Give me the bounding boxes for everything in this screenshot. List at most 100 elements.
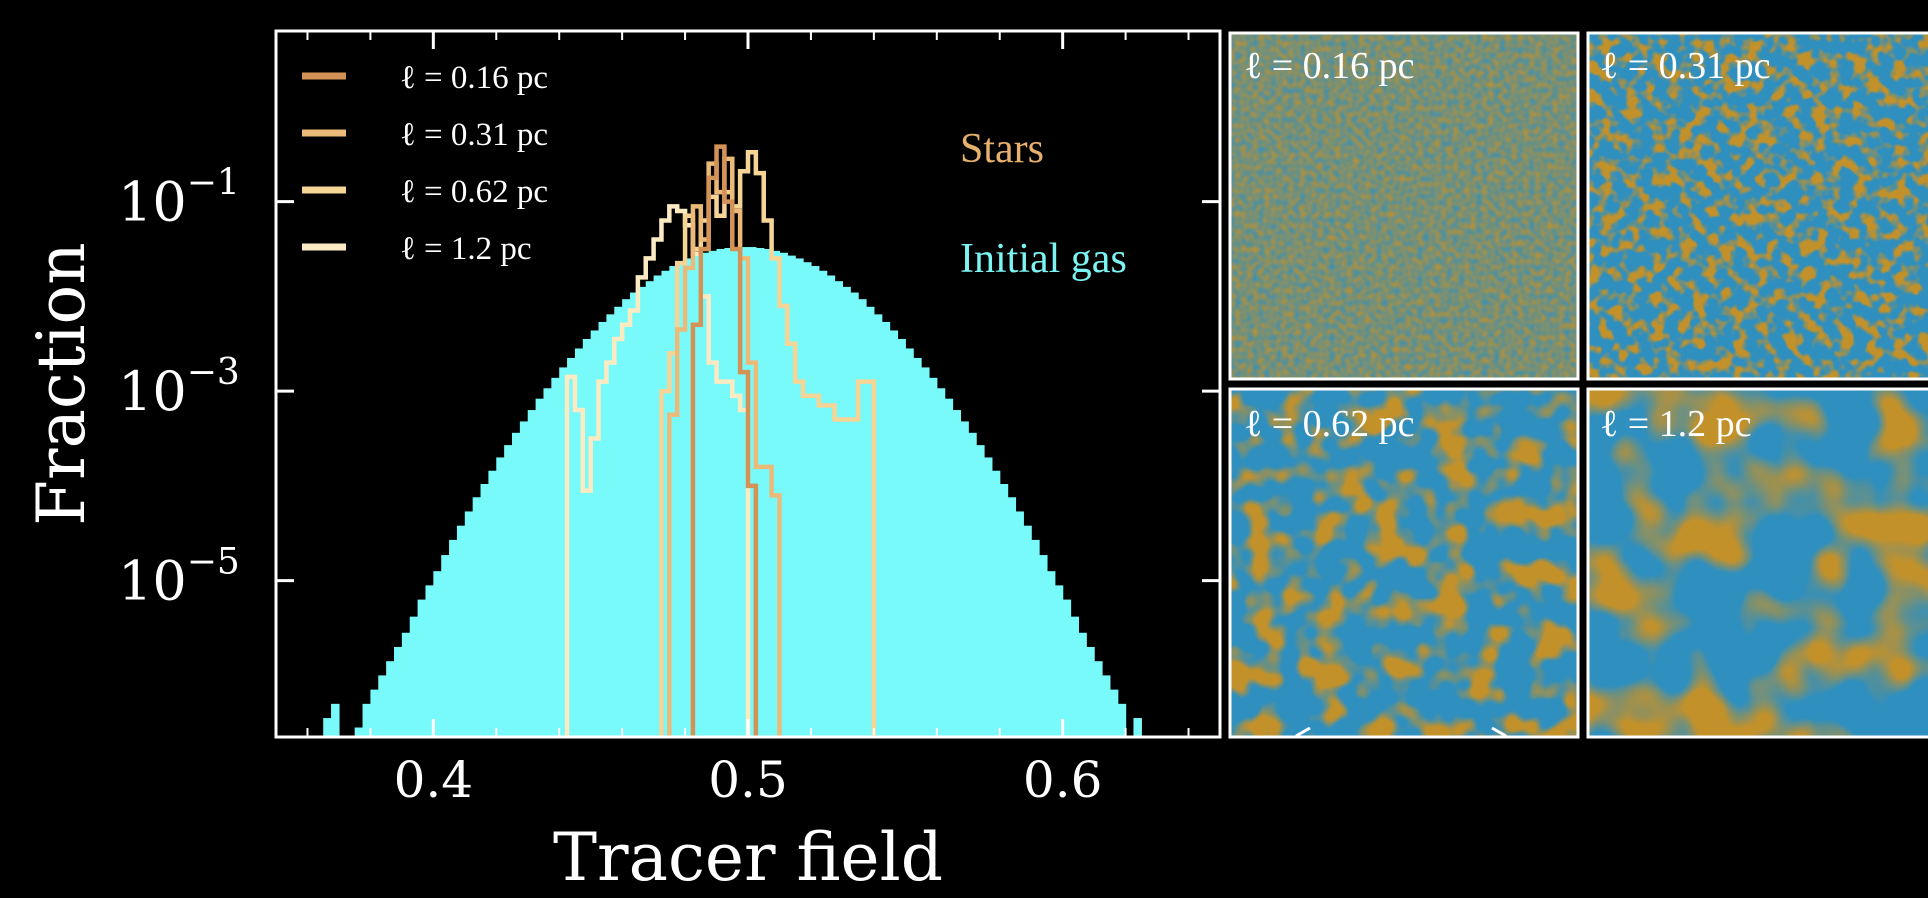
image-grid: ℓ = 0.16 pc ℓ = 0.31 pc ℓ = 0.62 pc ℓ = …	[1228, 31, 1928, 739]
axis-ticks	[276, 31, 1220, 737]
gas-bar	[724, 248, 733, 737]
legend-label: ℓ = 0.16 pc	[400, 60, 548, 96]
x-tick-label: 0.4	[394, 751, 474, 809]
gas-bar	[873, 314, 883, 737]
gas-bar	[409, 616, 419, 737]
gas-bar	[425, 585, 434, 737]
gas-bar	[677, 262, 686, 737]
gas-bar	[323, 718, 332, 737]
series-line-3	[564, 204, 751, 737]
gas-bar	[1062, 599, 1072, 737]
panel-0-16pc: ℓ = 0.16 pc	[1228, 31, 1580, 381]
gas-bar	[669, 266, 678, 737]
gas-histogram	[323, 247, 1142, 737]
gas-bar	[527, 410, 537, 737]
gas-bar	[449, 539, 458, 737]
gas-bar	[512, 432, 521, 737]
stars-annotation: Stars	[960, 126, 1044, 172]
gas-bar	[378, 675, 387, 737]
gas-bar	[928, 377, 938, 737]
gas-bar	[614, 306, 623, 737]
gas-bar	[441, 555, 450, 737]
gas-bar	[700, 252, 710, 737]
gas-bar	[732, 247, 741, 737]
gas-bar	[543, 388, 552, 737]
gas-bar	[1102, 675, 1111, 737]
gas-bar	[763, 248, 773, 737]
gas-bar	[952, 410, 961, 737]
star-histograms	[564, 144, 877, 737]
x-tick-label: 0.5	[708, 751, 788, 809]
panel-0-62pc: ℓ = 0.62 pc	[1228, 387, 1580, 739]
gas-bar	[866, 306, 875, 737]
gas-bar	[535, 398, 545, 737]
gas-bar	[755, 248, 765, 737]
gas-bar	[551, 377, 560, 737]
y-tick-label: 10−5	[118, 542, 240, 613]
gas-bar	[944, 398, 954, 737]
gas-bar	[386, 661, 395, 737]
gas-bar	[905, 348, 914, 737]
gas-bar	[708, 250, 718, 737]
gas-bar	[1054, 585, 1064, 737]
gas-bar	[897, 338, 906, 737]
gas-bar	[810, 266, 820, 737]
gas-bar	[1070, 616, 1079, 737]
gas-bar	[1015, 511, 1024, 737]
legend: ℓ = 0.16 pc ℓ = 0.31 pc ℓ = 0.62 pc ℓ = 1.2…	[302, 60, 548, 267]
gas-bar	[567, 357, 576, 737]
gas-bar	[976, 445, 985, 737]
gas-bar	[1039, 555, 1048, 737]
gas-bar	[1117, 703, 1127, 737]
gas-bar	[401, 632, 411, 737]
gas-bar	[606, 314, 615, 737]
gas-bar	[331, 703, 340, 737]
gas-bar	[362, 703, 371, 737]
gas-bar	[795, 258, 804, 737]
gas-bar	[779, 252, 788, 737]
gas-bar	[999, 483, 1009, 737]
gas-bar	[858, 299, 867, 737]
series-line-0	[690, 144, 759, 737]
gas-bar	[417, 599, 427, 737]
panel-label-0-31pc: ℓ = 0.31 pc	[1600, 45, 1771, 87]
gas-bar	[842, 286, 851, 737]
gas-bar	[936, 388, 946, 737]
gas-bar	[464, 511, 474, 737]
gas-bar	[504, 445, 513, 737]
gas-bar	[1109, 689, 1119, 737]
gas-bar	[913, 357, 922, 737]
gas-bar	[1078, 632, 1087, 737]
gas-bar	[370, 689, 379, 737]
gas-bar	[1094, 661, 1103, 737]
gas-bar	[637, 286, 647, 737]
gas-bar	[748, 247, 757, 737]
gas-bar	[685, 258, 694, 737]
gas-bar	[354, 727, 364, 737]
gas-annotation: Initial gas	[960, 236, 1127, 282]
gas-bar	[480, 483, 489, 737]
gas-bar	[740, 247, 749, 737]
gas-bar	[645, 281, 655, 737]
gas-bar	[590, 330, 600, 737]
x-axis-label: Tracer field	[553, 819, 943, 896]
gas-bar	[803, 262, 812, 737]
gas-bar	[394, 646, 403, 737]
gas-bar	[653, 275, 663, 737]
gas-bar	[630, 292, 639, 737]
gas-bar	[1031, 539, 1040, 737]
legend-label: ℓ = 0.31 pc	[400, 117, 548, 153]
gas-bar	[1046, 571, 1056, 737]
gas-bar	[1023, 525, 1032, 737]
gas-bar	[598, 321, 607, 737]
gas-bar	[787, 255, 796, 737]
panel-1-2pc: ℓ = 1.2 pc	[1586, 387, 1928, 739]
scale-arrow-icon	[1295, 726, 1507, 738]
gas-bar	[1133, 718, 1142, 737]
gas-bar	[692, 255, 702, 737]
panel-label-1-2pc: ℓ = 1.2 pc	[1600, 403, 1752, 445]
gas-bar	[433, 571, 442, 737]
gas-bar	[496, 457, 505, 737]
gas-bar	[921, 367, 930, 737]
